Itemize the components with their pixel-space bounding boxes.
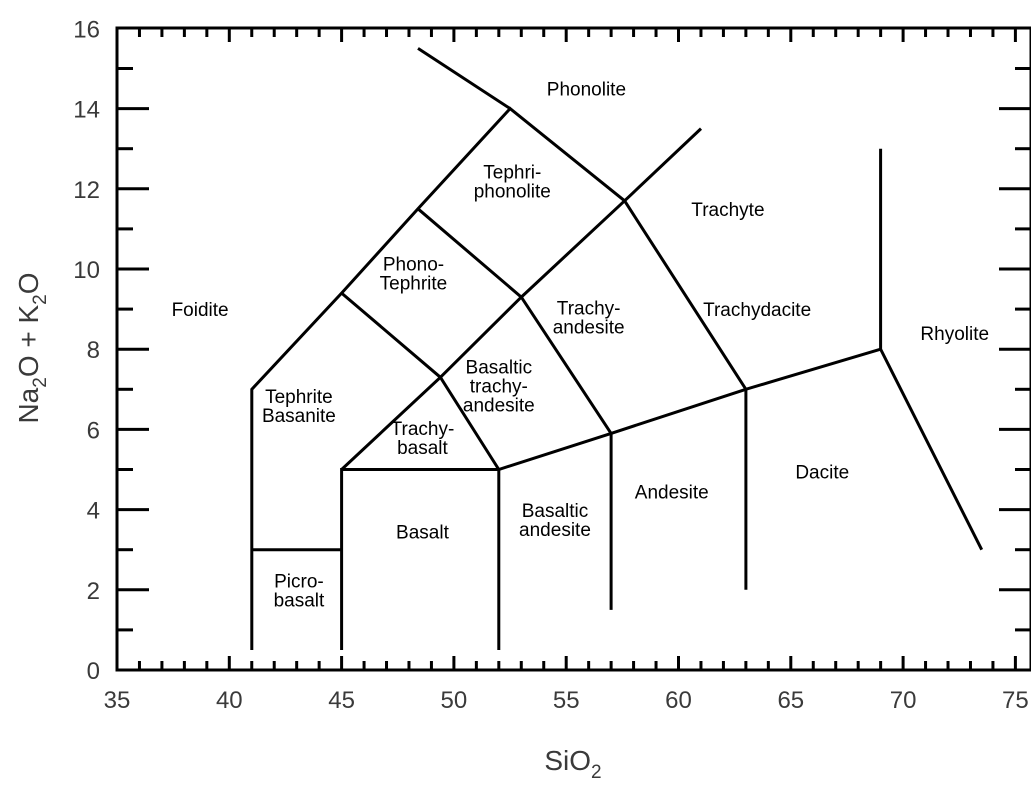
field-boundaries xyxy=(250,47,984,650)
field-label-line: basalt xyxy=(397,438,448,459)
x-tick-label: 35 xyxy=(104,687,131,714)
field-label-line: phonolite xyxy=(474,181,551,202)
y-axis-title-b: O + K xyxy=(13,304,44,377)
field-label-line: Phonolite xyxy=(547,80,626,101)
axis-ticks xyxy=(117,28,1031,670)
field-label-line: andesite xyxy=(519,520,591,541)
field-label-line: Basaltic xyxy=(466,357,533,378)
y-axis-title-sub-a: 2 xyxy=(30,377,51,388)
field-label-line: andesite xyxy=(463,395,535,416)
field-label-line: andesite xyxy=(553,318,625,339)
x-axis-title-main: SiO xyxy=(544,745,591,776)
field-boundary xyxy=(340,291,501,471)
plot-frame xyxy=(115,26,1031,672)
field-label-line: Andesite xyxy=(635,483,709,504)
field-boundary xyxy=(417,47,511,110)
field-label-picrobasalt: Picro-basalt xyxy=(274,571,325,611)
x-tick-label: 70 xyxy=(890,687,917,714)
x-tick-label: 75 xyxy=(1002,687,1029,714)
field-label-line: Dacite xyxy=(795,463,849,484)
field-boundary xyxy=(879,148,984,551)
x-tick-label: 60 xyxy=(665,687,692,714)
field-label-trachyte: Trachyte xyxy=(691,200,764,221)
field-label-line: Basanite xyxy=(262,406,336,427)
y-axis-title: Na2O + K2O xyxy=(13,272,51,423)
x-axis-title: SiO2 xyxy=(544,745,601,783)
field-label-basalt: Basalt xyxy=(396,523,450,544)
field-boundary xyxy=(340,199,626,471)
y-tick-label: 12 xyxy=(73,177,100,204)
field-label-trachyandesite: Trachy-andesite xyxy=(553,299,625,339)
y-axis-title-sub-b: 2 xyxy=(30,294,51,305)
y-tick-label: 6 xyxy=(87,417,100,444)
y-tick-label: 16 xyxy=(73,16,100,43)
field-label-line: Trachy- xyxy=(557,299,621,320)
y-tick-label: 14 xyxy=(73,97,100,124)
field-labels: FoiditePhonoliteTephri-phonolitePhono-Te… xyxy=(172,80,989,612)
x-tick-label: 65 xyxy=(777,687,804,714)
x-tick-label: 45 xyxy=(328,687,355,714)
y-tick-label: 4 xyxy=(87,498,100,525)
field-label-line: trachy- xyxy=(470,376,528,397)
field-label-andesite: Andesite xyxy=(635,483,709,504)
x-tick-labels: 35 40 45 50 55 60 65 70 75 xyxy=(104,687,1029,714)
field-label-line: basalt xyxy=(274,590,325,611)
y-tick-label: 2 xyxy=(87,578,100,605)
x-tick-label: 55 xyxy=(553,687,580,714)
y-axis-title-c: O xyxy=(13,272,44,294)
field-boundary xyxy=(623,127,703,202)
y-tick-label: 0 xyxy=(87,658,100,685)
field-label-foidite: Foidite xyxy=(172,300,229,321)
field-label-line: Basaltic xyxy=(522,501,589,522)
field-label-phonotephrite: Phono-Tephrite xyxy=(380,255,448,295)
x-tick-label: 40 xyxy=(216,687,243,714)
field-label-tephriphonolite: Tephri-phonolite xyxy=(474,162,551,202)
field-label-line: Picro- xyxy=(274,571,324,592)
field-label-line: Phono- xyxy=(383,255,444,276)
y-tick-label: 8 xyxy=(87,337,100,364)
field-label-dacite: Dacite xyxy=(795,463,849,484)
field-boundary xyxy=(417,207,613,435)
field-label-line: Trachyte xyxy=(691,200,764,221)
field-label-line: Rhyolite xyxy=(920,324,989,345)
field-label-phonolite: Phonolite xyxy=(547,80,626,101)
field-label-trachydacite: Trachydacite xyxy=(703,300,811,321)
field-label-line: Trachy- xyxy=(391,419,455,440)
y-tick-labels: 0 2 4 6 8 10 12 14 16 xyxy=(73,16,100,685)
field-label-basaltic-trachyandesite: Basaltic trachy-andesite xyxy=(463,357,535,416)
field-label-line: Tephri- xyxy=(483,162,541,183)
field-label-line: Tephrite xyxy=(380,274,448,295)
x-tick-label: 50 xyxy=(441,687,468,714)
field-label-line: Basalt xyxy=(396,523,450,544)
x-axis-title-sub: 2 xyxy=(591,762,602,783)
field-label-trachybasalt: Trachy-basalt xyxy=(391,419,455,459)
field-label-line: Foidite xyxy=(172,300,229,321)
field-label-basaltic-andesite: Basaltic andesite xyxy=(519,501,591,541)
field-label-line: Trachydacite xyxy=(703,300,811,321)
y-tick-label: 10 xyxy=(73,257,100,284)
field-label-rhyolite: Rhyolite xyxy=(920,324,989,345)
field-label-line: Tephrite xyxy=(265,387,333,408)
y-axis-title-a: Na xyxy=(13,387,44,423)
field-label-tephrite-basanite: Tephrite Basanite xyxy=(262,387,336,427)
field-boundary xyxy=(250,106,882,650)
